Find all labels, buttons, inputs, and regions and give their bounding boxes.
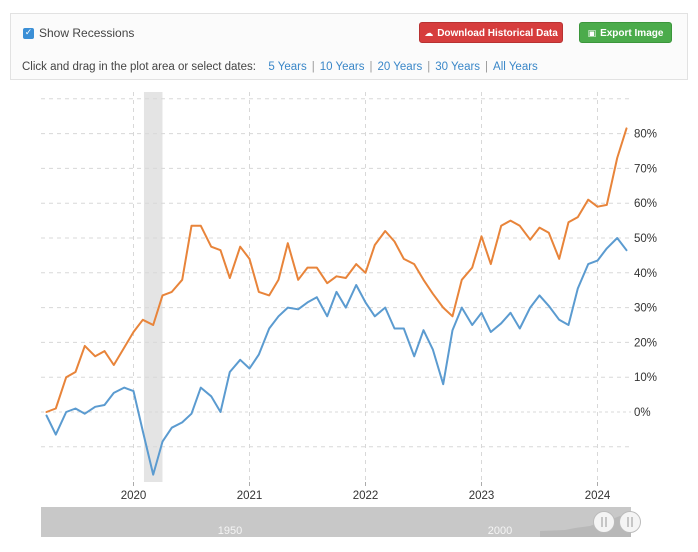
range-separator: | — [369, 61, 373, 73]
navigator-track[interactable] — [41, 507, 631, 537]
export-button-label: Export Image — [600, 28, 664, 39]
y-axis: 0% 10% 20% 30% 40% 50% 60% 70% 80% — [634, 129, 657, 419]
series-line-orange[interactable] — [45, 127, 628, 413]
y-tick-label: 70% — [634, 163, 657, 175]
range-prompt: Click and drag in the plot area or selec… — [22, 61, 256, 73]
series-layer — [45, 127, 628, 476]
y-tick-label: 50% — [634, 233, 657, 245]
navigator-label-1950: 1950 — [218, 525, 242, 537]
range-separator: | — [311, 61, 315, 73]
navigator-handle-right[interactable] — [619, 511, 641, 533]
range-separator: | — [427, 61, 431, 73]
y-tick-label: 60% — [634, 198, 657, 210]
series-line-blue[interactable] — [45, 237, 628, 476]
y-tick-label: 10% — [634, 372, 657, 384]
recession-band — [143, 92, 163, 482]
range-10-years-link[interactable]: 10 Years — [319, 61, 365, 73]
range-separator: | — [485, 61, 489, 73]
grid-layer — [41, 92, 631, 482]
range-30-years-link[interactable]: 30 Years — [435, 61, 481, 73]
navigator[interactable]: 1950 2000 — [41, 507, 641, 537]
chart-controls: ✓ Show Recessions ☁ Download Historical D… — [10, 13, 688, 80]
x-tick-label: 2024 — [585, 490, 611, 502]
x-tick-label: 2022 — [353, 490, 379, 502]
show-recessions-label: Show Recessions — [39, 26, 135, 40]
x-axis: 2020 2021 2022 2023 2024 — [121, 482, 611, 502]
y-tick-label: 40% — [634, 268, 657, 280]
navigator-label-2000: 2000 — [488, 525, 512, 537]
x-tick-label: 2020 — [121, 490, 147, 502]
checkbox-checked-icon[interactable]: ✓ — [23, 27, 34, 39]
y-tick-label: 20% — [634, 337, 657, 349]
x-tick-label: 2021 — [237, 490, 263, 502]
range-5-years-link[interactable]: 5 Years — [268, 61, 307, 73]
y-tick-label: 30% — [634, 303, 657, 315]
export-image-button[interactable]: ▣ Export Image — [579, 22, 672, 43]
navigator-handle-left[interactable] — [593, 511, 615, 533]
x-tick-label: 2023 — [469, 490, 495, 502]
recession-layer — [143, 92, 163, 482]
y-tick-label: 80% — [634, 129, 657, 141]
date-range-selector: Click and drag in the plot area or selec… — [22, 61, 538, 73]
range-20-years-link[interactable]: 20 Years — [377, 61, 423, 73]
show-recessions-toggle[interactable]: ✓ Show Recessions — [23, 26, 134, 40]
y-tick-label: 0% — [634, 407, 651, 419]
image-icon: ▣ — [587, 29, 597, 39]
range-all-years-link[interactable]: All Years — [493, 61, 538, 73]
cloud-download-icon: ☁ — [424, 29, 434, 39]
download-button-label: Download Historical Data — [437, 28, 558, 39]
download-historical-data-button[interactable]: ☁ Download Historical Data — [419, 22, 563, 43]
